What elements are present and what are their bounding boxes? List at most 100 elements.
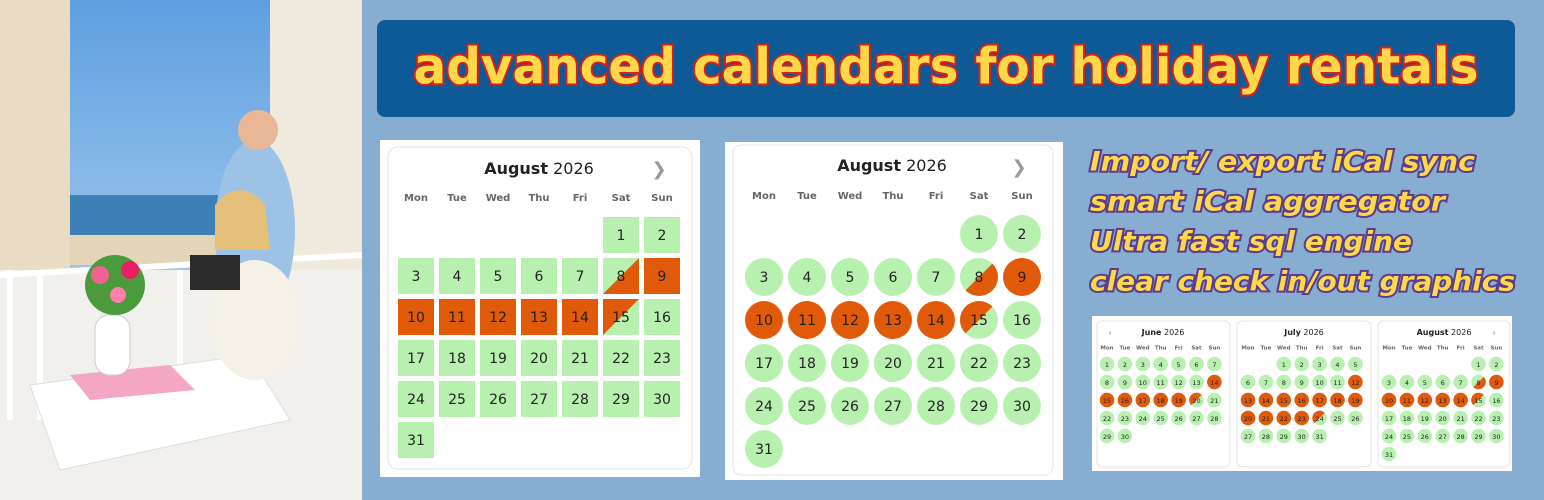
day-cell bbox=[831, 301, 869, 339]
weekday: Fri bbox=[573, 193, 588, 204]
day-number: 27 bbox=[1192, 415, 1200, 423]
day-number: 19 bbox=[489, 351, 507, 367]
feature: clear check in/out graphics bbox=[1090, 267, 1515, 298]
day-number: 8 bbox=[975, 270, 984, 286]
day-number: 25 bbox=[1157, 415, 1165, 423]
day-cell bbox=[1258, 428, 1274, 444]
day-cell bbox=[1189, 410, 1204, 426]
day-cell bbox=[1240, 392, 1256, 408]
calendar-title: July 2026 bbox=[1283, 328, 1324, 337]
day-number: 25 bbox=[798, 399, 816, 415]
day-number: 31 bbox=[407, 433, 425, 449]
day-cell bbox=[439, 381, 475, 417]
day-cell bbox=[480, 381, 516, 417]
prev-arrow[interactable]: ‹ bbox=[1108, 329, 1112, 339]
day-cell bbox=[1399, 392, 1415, 408]
day-cell bbox=[1171, 374, 1186, 390]
day-number: 16 bbox=[1492, 397, 1500, 405]
day-cell bbox=[1171, 410, 1186, 426]
day-number: 7 bbox=[1212, 361, 1216, 369]
day-cell bbox=[1276, 356, 1292, 372]
day-cell bbox=[1117, 392, 1133, 408]
weekday: Thu bbox=[1437, 346, 1449, 352]
next-arrow[interactable]: › bbox=[1492, 329, 1496, 339]
day-number: 20 bbox=[884, 356, 902, 372]
day-number: 20 bbox=[1439, 415, 1447, 423]
day-number: 4 bbox=[1335, 361, 1339, 369]
day-cell bbox=[1330, 392, 1345, 408]
day-cell bbox=[439, 258, 475, 294]
day-number: 1 bbox=[1105, 361, 1109, 369]
day-cell bbox=[1276, 374, 1292, 390]
day-number: 14 bbox=[1262, 397, 1270, 405]
day-number: 31 bbox=[1315, 433, 1323, 441]
day-cell bbox=[644, 381, 680, 417]
day-number: 15 bbox=[1280, 397, 1288, 405]
day-number: 1 bbox=[617, 228, 626, 244]
weekday: Tue bbox=[1120, 346, 1131, 352]
day-cell bbox=[1099, 392, 1115, 408]
weekday: Sun bbox=[1491, 346, 1503, 352]
day-number: 5 bbox=[1353, 361, 1357, 369]
day-cell bbox=[831, 387, 869, 425]
day-cell bbox=[1258, 410, 1274, 426]
day-number: 9 bbox=[1300, 379, 1304, 387]
title-banner bbox=[377, 20, 1515, 117]
weekday: Tue bbox=[447, 193, 467, 204]
day-cell bbox=[874, 387, 912, 425]
next-arrow[interactable]: ❯ bbox=[1011, 157, 1026, 178]
day-number: 19 bbox=[841, 356, 859, 372]
day-cell bbox=[1399, 410, 1415, 426]
day-cell bbox=[1117, 356, 1133, 372]
year: 2026 bbox=[553, 159, 594, 178]
day-number: 21 bbox=[927, 356, 945, 372]
day-cell bbox=[831, 258, 869, 296]
day-cell bbox=[874, 301, 912, 339]
day-cell bbox=[1417, 374, 1433, 390]
day-number: 2 bbox=[658, 228, 667, 244]
day-number: 25 bbox=[1403, 433, 1411, 441]
day-cell bbox=[1312, 374, 1327, 390]
day-cell bbox=[1240, 410, 1256, 426]
weekday: Thu bbox=[528, 193, 549, 204]
check-in-mark bbox=[965, 263, 998, 296]
photo bbox=[0, 0, 363, 500]
day-cell bbox=[1381, 374, 1397, 390]
day-number: 3 bbox=[412, 269, 421, 285]
day-cell bbox=[1117, 428, 1133, 444]
day-cell bbox=[1489, 428, 1504, 444]
day-number: 26 bbox=[1351, 415, 1359, 423]
day-number: 30 bbox=[653, 392, 671, 408]
day-cell bbox=[917, 258, 955, 296]
day-number: 8 bbox=[617, 269, 626, 285]
day-number: 6 bbox=[1441, 379, 1445, 387]
feature: Import/ export iCal sync bbox=[1090, 147, 1475, 178]
day-cell bbox=[745, 344, 783, 382]
day-number: 4 bbox=[803, 270, 812, 286]
next-arrow[interactable]: ❯ bbox=[651, 159, 666, 180]
day-number: 23 bbox=[1121, 415, 1129, 423]
weekday: Tue bbox=[1402, 346, 1413, 352]
day-number: 12 bbox=[841, 313, 859, 329]
day-cell bbox=[788, 301, 826, 339]
weekday: Wed bbox=[1418, 346, 1432, 352]
day-number: 18 bbox=[448, 351, 466, 367]
day-cell bbox=[562, 258, 598, 294]
day-number: 17 bbox=[407, 351, 425, 367]
calendar-title: June 2026 bbox=[1141, 328, 1185, 337]
feature: smart iCal aggregator bbox=[1090, 187, 1447, 218]
year: 2026 bbox=[1164, 328, 1184, 337]
calendar-title: August 2026 bbox=[1417, 328, 1472, 337]
day-number: 6 bbox=[1246, 379, 1250, 387]
weekday: Wed bbox=[486, 193, 511, 204]
weekday: Mon bbox=[404, 193, 428, 204]
calendar-title: August 2026 bbox=[837, 156, 947, 175]
day-number: 23 bbox=[1013, 356, 1031, 372]
day-cell bbox=[788, 387, 826, 425]
day-cell bbox=[562, 381, 598, 417]
day-cell bbox=[1381, 392, 1397, 408]
day-number: 1 bbox=[1282, 361, 1286, 369]
day-number: 16 bbox=[1298, 397, 1306, 405]
